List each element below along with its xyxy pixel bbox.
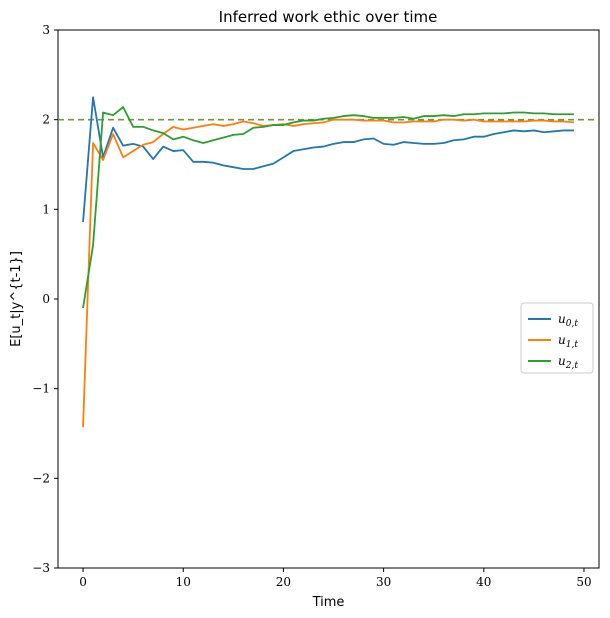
legend-label-0: u0,t [558,312,578,329]
y-axis-title: E[u_t|y^{t-1}] [9,251,24,347]
series-line-1 [82,118,575,428]
y-tick-label: 1 [42,202,50,216]
x-tick-label: 30 [376,575,391,589]
x-tick-label: 20 [276,575,291,589]
plot-area-frame [57,29,600,569]
y-tick-label: −3 [32,561,50,575]
legend: u0,t u1,t u2,t [520,302,594,374]
series-line-0 [82,96,574,222]
legend-box [520,302,594,374]
x-tick-label: 10 [176,575,191,589]
y-tick-label: 3 [42,23,50,37]
legend-label-1: u1,t [558,333,578,350]
x-tick-label: 50 [576,575,591,589]
y-tick-label: 2 [42,113,50,127]
x-tick-label: 0 [79,575,87,589]
chart-title: Inferred work ethic over time [219,8,438,26]
y-tick-label: −1 [32,382,50,396]
x-tick-label: 40 [476,575,491,589]
x-axis-title: Time [312,595,345,610]
legend-label-2: u2,t [558,354,578,371]
y-tick-label: −2 [32,471,50,485]
y-tick-label: 0 [42,292,50,306]
series-line-2 [82,106,574,309]
